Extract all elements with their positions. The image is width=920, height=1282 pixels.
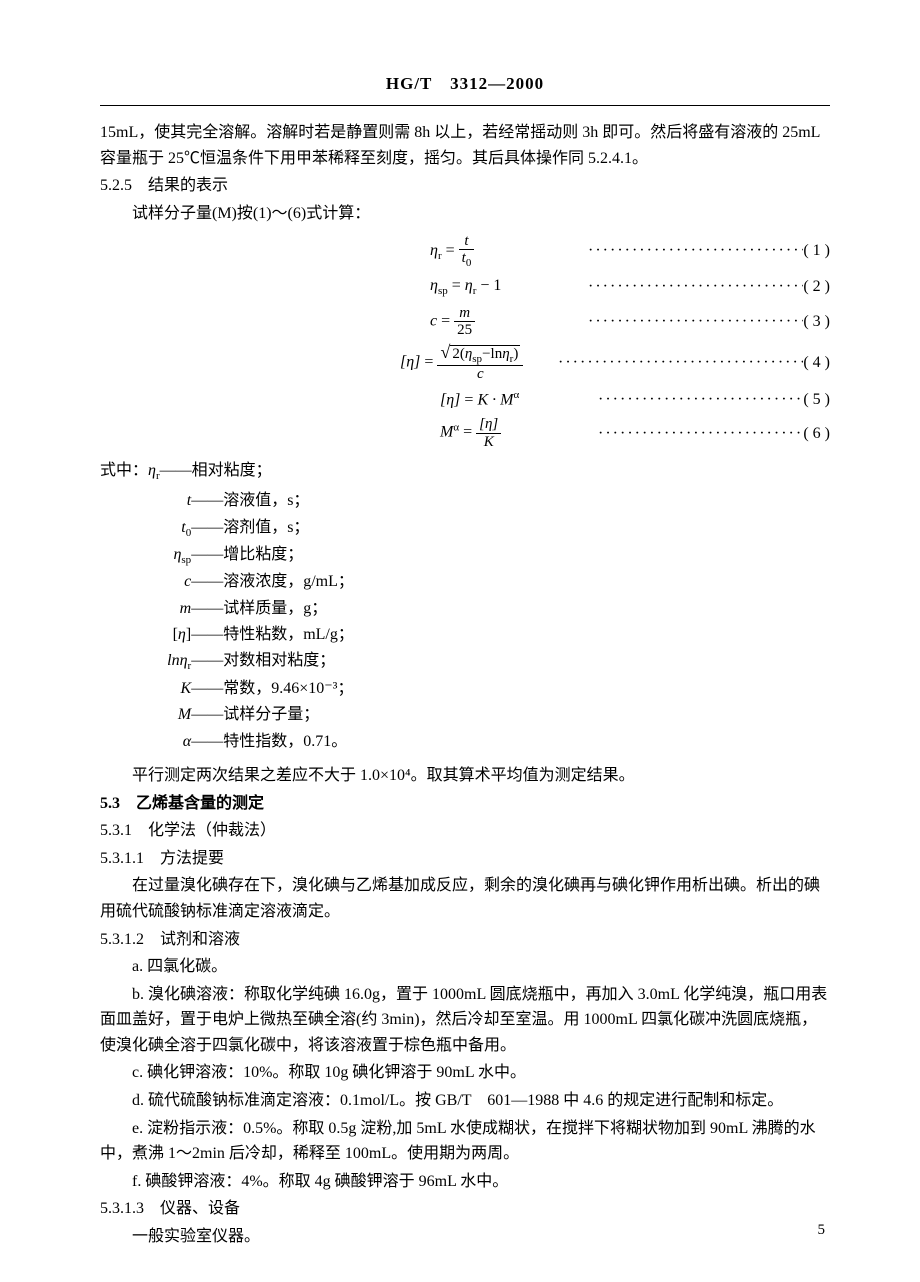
reagent-e: e. 淀粉指示液：0.5%。称取 0.5g 淀粉,加 5mL 水使成糊状，在搅拌… bbox=[100, 1116, 830, 1167]
equation-6: Mα = [η]K ······························… bbox=[100, 416, 830, 450]
reagent-b: b. 溴化碘溶液：称取化学纯碘 16.0g，置于 1000mL 圆底烧瓶中，再加… bbox=[100, 982, 830, 1059]
reagent-d: d. 硫代硫酸钠标准滴定溶液：0.1mol/L。按 GB/T 601—1988 … bbox=[100, 1088, 830, 1114]
section-5-3-1: 5.3.1 化学法（仲裁法） bbox=[100, 818, 830, 844]
parallel-note: 平行测定两次结果之差应不大于 1.0×10⁴。取其算术平均值为测定结果。 bbox=[100, 763, 830, 789]
section-5-3: 5.3 乙烯基含量的测定 bbox=[100, 791, 830, 817]
where-block: 式中：ηr——相对粘度； t——溶液值，s； t0——溶剂值，s； ηsp——增… bbox=[100, 458, 830, 755]
section-5-3-1-1: 5.3.1.1 方法提要 bbox=[100, 846, 830, 872]
section-5-3-1-3: 5.3.1.3 仪器、设备 bbox=[100, 1196, 830, 1222]
section-5-2-5: 5.2.5 结果的表示 bbox=[100, 173, 830, 199]
equation-2: ηsp = ηr − 1 ···························… bbox=[100, 273, 830, 301]
calc-intro: 试样分子量(M)按(1)～(6)式计算： bbox=[100, 201, 830, 227]
reagent-a: a. 四氯化碳。 bbox=[100, 954, 830, 980]
equation-1: ηr = tt0 ·······························… bbox=[100, 233, 830, 270]
page-number: 5 bbox=[818, 1218, 826, 1242]
section-5-3-1-2: 5.3.1.2 试剂和溶液 bbox=[100, 927, 830, 953]
equipment: 一般实验室仪器。 bbox=[100, 1224, 830, 1250]
equation-5: [η] = K · Mα ···························… bbox=[100, 387, 830, 413]
method-summary: 在过量溴化碘存在下，溴化碘与乙烯基加成反应，剩余的溴化碘再与碘化钾作用析出碘。析… bbox=[100, 873, 830, 924]
formula-block: ηr = tt0 ·······························… bbox=[100, 233, 830, 451]
paragraph-continuation: 15mL，使其完全溶解。溶解时若是静置则需 8h 以上，若经常摇动则 3h 即可… bbox=[100, 120, 830, 171]
reagent-f: f. 碘酸钾溶液：4%。称取 4g 碘酸钾溶于 96mL 水中。 bbox=[100, 1169, 830, 1195]
doc-header: HG/T 3312—2000 bbox=[100, 70, 830, 106]
equation-4: [η] = √2(ηsp−lnηr) c ···················… bbox=[100, 343, 830, 383]
equation-3: c = m25 ································… bbox=[100, 305, 830, 339]
reagent-c: c. 碘化钾溶液：10%。称取 10g 碘化钾溶于 90mL 水中。 bbox=[100, 1060, 830, 1086]
